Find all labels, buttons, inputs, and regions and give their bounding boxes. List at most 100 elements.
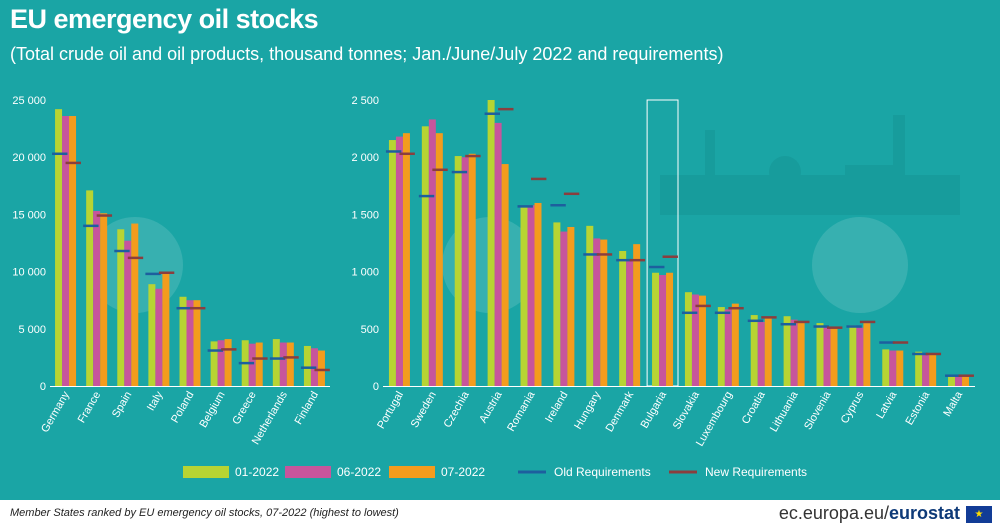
bar-07-2022 xyxy=(534,202,542,386)
x-tick-label: Portugal xyxy=(375,390,406,431)
bar-01-2022 xyxy=(750,315,758,386)
bar-01-2022 xyxy=(816,323,824,386)
plant-derrick xyxy=(705,130,715,175)
x-tick-label: Cyprus xyxy=(839,389,867,426)
legend-swatch xyxy=(389,466,435,478)
bar-01-2022 xyxy=(849,325,857,386)
x-tick-label: Romania xyxy=(505,389,538,434)
x-tick-label: Greece xyxy=(230,390,258,427)
x-tick-label: Hungary xyxy=(572,389,603,431)
x-tick-label: Denmark xyxy=(604,389,637,434)
bar-06-2022 xyxy=(823,326,831,386)
bar-06-2022 xyxy=(560,231,568,386)
bar-07-2022 xyxy=(929,353,937,386)
source-link[interactable]: ec.europa.eu/eurostat xyxy=(779,503,960,524)
x-tick-label: Austria xyxy=(477,389,505,425)
y-tick-label: 15 000 xyxy=(12,209,46,221)
x-tick-label: Malta xyxy=(941,389,965,419)
x-tick-label: Croatia xyxy=(740,389,769,426)
x-tick-label: Estonia xyxy=(904,389,933,428)
x-tick-label: Czechia xyxy=(442,389,473,430)
x-tick-label: Spain xyxy=(110,390,134,420)
x-tick-label: Belgium xyxy=(197,390,227,430)
bar-07-2022 xyxy=(666,272,674,386)
y-tick-label: 25 000 xyxy=(12,95,46,107)
chart-area: 0 5 000 10 000 15 000 20 000 25 000 Germany Fra… xyxy=(12,95,975,479)
y-tick-label: 2 000 xyxy=(351,152,379,164)
bar-01-2022 xyxy=(915,351,923,386)
bar-01-2022 xyxy=(882,349,890,386)
bar-01-2022 xyxy=(421,126,429,386)
bar-07-2022 xyxy=(501,164,509,386)
plant-base xyxy=(660,175,960,215)
x-tick-label: Slovakia xyxy=(671,389,703,432)
x-tick-label: Italy xyxy=(145,389,166,413)
bar-01-2022 xyxy=(487,100,495,386)
bar-01-2022 xyxy=(86,190,94,386)
bar-07-2022 xyxy=(286,342,294,386)
y-tick-label: 2 500 xyxy=(351,95,379,107)
bar-07-2022 xyxy=(255,342,263,386)
bar-06-2022 xyxy=(922,353,930,386)
x-tick-label: Sweden xyxy=(409,390,439,430)
source-plain: ec.europa.eu/ xyxy=(778,503,889,523)
bar-06-2022 xyxy=(124,240,132,386)
bar-06-2022 xyxy=(626,259,634,386)
bar-01-2022 xyxy=(684,292,692,386)
bar-07-2022 xyxy=(69,116,77,387)
bar-06-2022 xyxy=(724,309,732,386)
bar-07-2022 xyxy=(435,133,443,386)
x-tick-label: Finland xyxy=(293,390,321,427)
bar-01-2022 xyxy=(55,109,63,386)
x-tick-label: Slovenia xyxy=(802,389,834,432)
bar-07-2022 xyxy=(193,300,201,386)
plant-tank xyxy=(769,156,801,188)
oil-plant-icon xyxy=(660,115,960,215)
bar-07-2022 xyxy=(131,223,139,386)
legend-label: New Requirements xyxy=(705,465,807,479)
plant-building xyxy=(845,165,905,215)
bar-01-2022 xyxy=(586,225,594,386)
bar-06-2022 xyxy=(889,350,897,386)
bar-06-2022 xyxy=(155,288,163,386)
eu-flag-icon: ★ xyxy=(966,506,992,523)
x-tick-label: Ireland xyxy=(543,390,570,425)
plant-chimney xyxy=(893,115,905,175)
bar-07-2022 xyxy=(468,153,476,386)
bar-01-2022 xyxy=(388,140,396,386)
page-subtitle: (Total crude oil and oil products, thous… xyxy=(10,44,724,64)
bar-01-2022 xyxy=(783,316,791,386)
bar-01-2022 xyxy=(553,222,561,386)
bar-07-2022 xyxy=(100,213,108,386)
x-tick-label: France xyxy=(76,390,104,426)
bar-07-2022 xyxy=(698,295,706,386)
bar-06-2022 xyxy=(593,238,601,386)
source-bold: eurostat xyxy=(888,503,960,523)
bar-06-2022 xyxy=(93,210,101,386)
x-tick-label: Germany xyxy=(39,389,72,435)
legend-label: 07-2022 xyxy=(441,465,485,479)
bar-01-2022 xyxy=(117,229,125,386)
bar-06-2022 xyxy=(461,157,469,386)
y-tick-label: 0 xyxy=(40,381,46,393)
bar-07-2022 xyxy=(830,327,838,386)
legend-label: Old Requirements xyxy=(554,465,651,479)
legend-label: 06-2022 xyxy=(337,465,381,479)
bar-01-2022 xyxy=(717,307,725,386)
bar-07-2022 xyxy=(896,350,904,386)
bar-01-2022 xyxy=(520,207,528,386)
bar-06-2022 xyxy=(527,205,535,386)
y-tick-label: 1 500 xyxy=(351,209,379,221)
bar-07-2022 xyxy=(731,303,739,386)
bar-06-2022 xyxy=(395,136,403,386)
bar-06-2022 xyxy=(248,343,256,386)
x-tick-label: Latvia xyxy=(874,389,900,421)
y-tick-label: 1 000 xyxy=(351,267,379,279)
bar-01-2022 xyxy=(272,339,280,386)
bar-06-2022 xyxy=(494,122,502,386)
bar-07-2022 xyxy=(797,321,805,386)
bar-01-2022 xyxy=(619,251,627,386)
bar-06-2022 xyxy=(757,321,765,386)
bar-07-2022 xyxy=(863,323,871,386)
bar-01-2022 xyxy=(179,296,187,386)
